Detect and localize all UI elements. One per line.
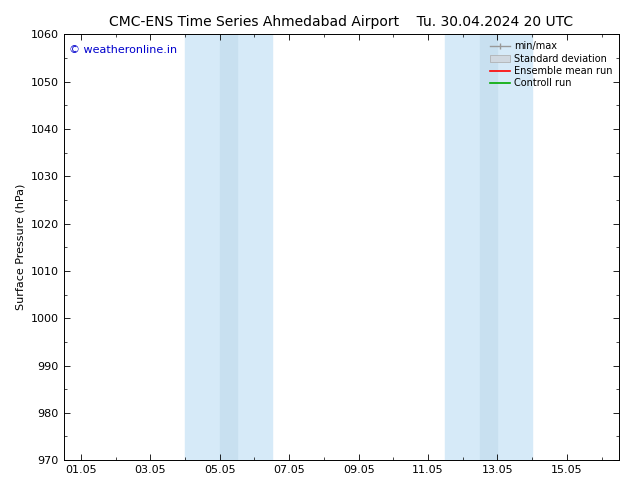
Text: © weatheronline.in: © weatheronline.in (69, 45, 178, 55)
Title: CMC-ENS Time Series Ahmedabad Airport    Tu. 30.04.2024 20 UTC: CMC-ENS Time Series Ahmedabad Airport Tu… (109, 15, 573, 29)
Bar (185, 34, 272, 460)
Bar (220, 34, 237, 460)
Legend: min/max, Standard deviation, Ensemble mean run, Controll run: min/max, Standard deviation, Ensemble me… (488, 39, 614, 90)
Y-axis label: Surface Pressure (hPa): Surface Pressure (hPa) (15, 184, 25, 311)
Bar (446, 34, 532, 460)
Bar (480, 34, 498, 460)
